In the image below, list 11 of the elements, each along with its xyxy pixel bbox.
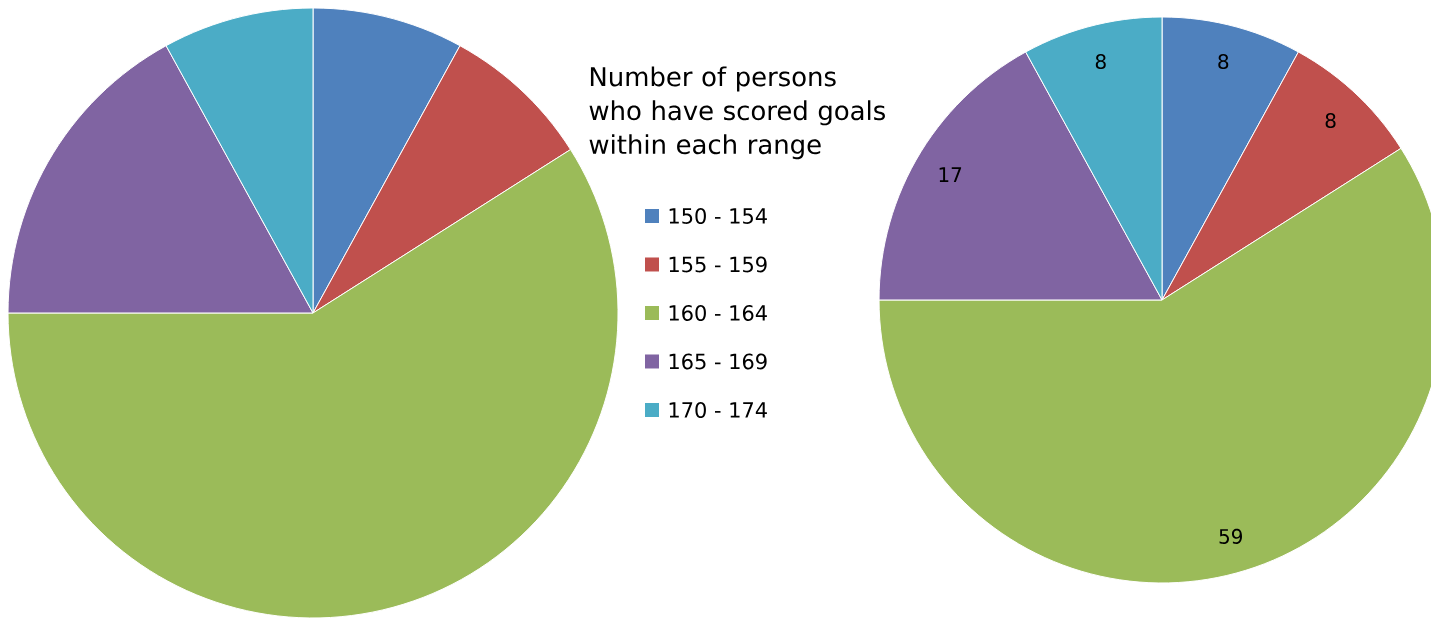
legend-label: 165 - 169: [669, 353, 767, 370]
data-label: 8: [1095, 53, 1106, 70]
text: Number of persons who have scored goals within each range: [589, 66, 885, 160]
data-label: 17: [939, 167, 962, 182]
legend-label: 170 - 174: [669, 402, 767, 418]
legend-label: 155 - 159: [669, 256, 767, 273]
data-label: 8: [1325, 112, 1336, 129]
data-label: 8: [1218, 53, 1229, 70]
legend-label: 150 - 154: [669, 208, 767, 224]
data-label: 59: [1219, 528, 1242, 544]
legend-label: 160 - 164: [669, 305, 767, 321]
